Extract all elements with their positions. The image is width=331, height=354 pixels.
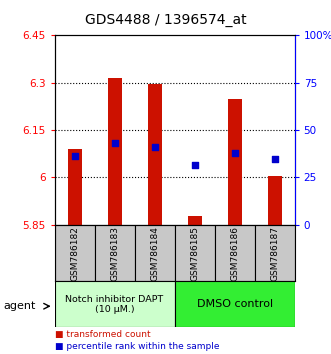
- Bar: [175, 225, 214, 281]
- Text: GSM786182: GSM786182: [70, 225, 79, 281]
- Bar: [228, 99, 242, 225]
- Text: ■ percentile rank within the sample: ■ percentile rank within the sample: [55, 342, 219, 351]
- Bar: [135, 225, 175, 281]
- Bar: [148, 84, 162, 225]
- Text: GDS4488 / 1396574_at: GDS4488 / 1396574_at: [85, 13, 246, 28]
- Point: [72, 153, 77, 159]
- Point: [232, 150, 237, 156]
- Bar: [55, 281, 175, 327]
- Text: agent: agent: [3, 301, 36, 311]
- Text: DMSO control: DMSO control: [197, 299, 273, 309]
- Text: GSM786186: GSM786186: [230, 225, 239, 281]
- Bar: [108, 78, 121, 225]
- Bar: [188, 216, 202, 225]
- Text: GSM786187: GSM786187: [270, 225, 279, 281]
- Text: GSM786185: GSM786185: [190, 225, 199, 281]
- Bar: [55, 225, 95, 281]
- Bar: [95, 225, 135, 281]
- Text: ■ transformed count: ■ transformed count: [55, 330, 150, 339]
- Point: [192, 162, 197, 168]
- Point: [112, 141, 117, 146]
- Bar: [175, 281, 295, 327]
- Bar: [267, 176, 282, 225]
- Text: GSM786184: GSM786184: [150, 225, 159, 281]
- Text: Notch inhibitor DAPT
(10 μM.): Notch inhibitor DAPT (10 μM.): [66, 295, 164, 314]
- Bar: [255, 225, 295, 281]
- Point: [272, 156, 277, 162]
- Text: GSM786183: GSM786183: [110, 225, 119, 281]
- Point: [152, 144, 157, 149]
- Bar: [68, 149, 82, 225]
- Bar: [214, 225, 255, 281]
